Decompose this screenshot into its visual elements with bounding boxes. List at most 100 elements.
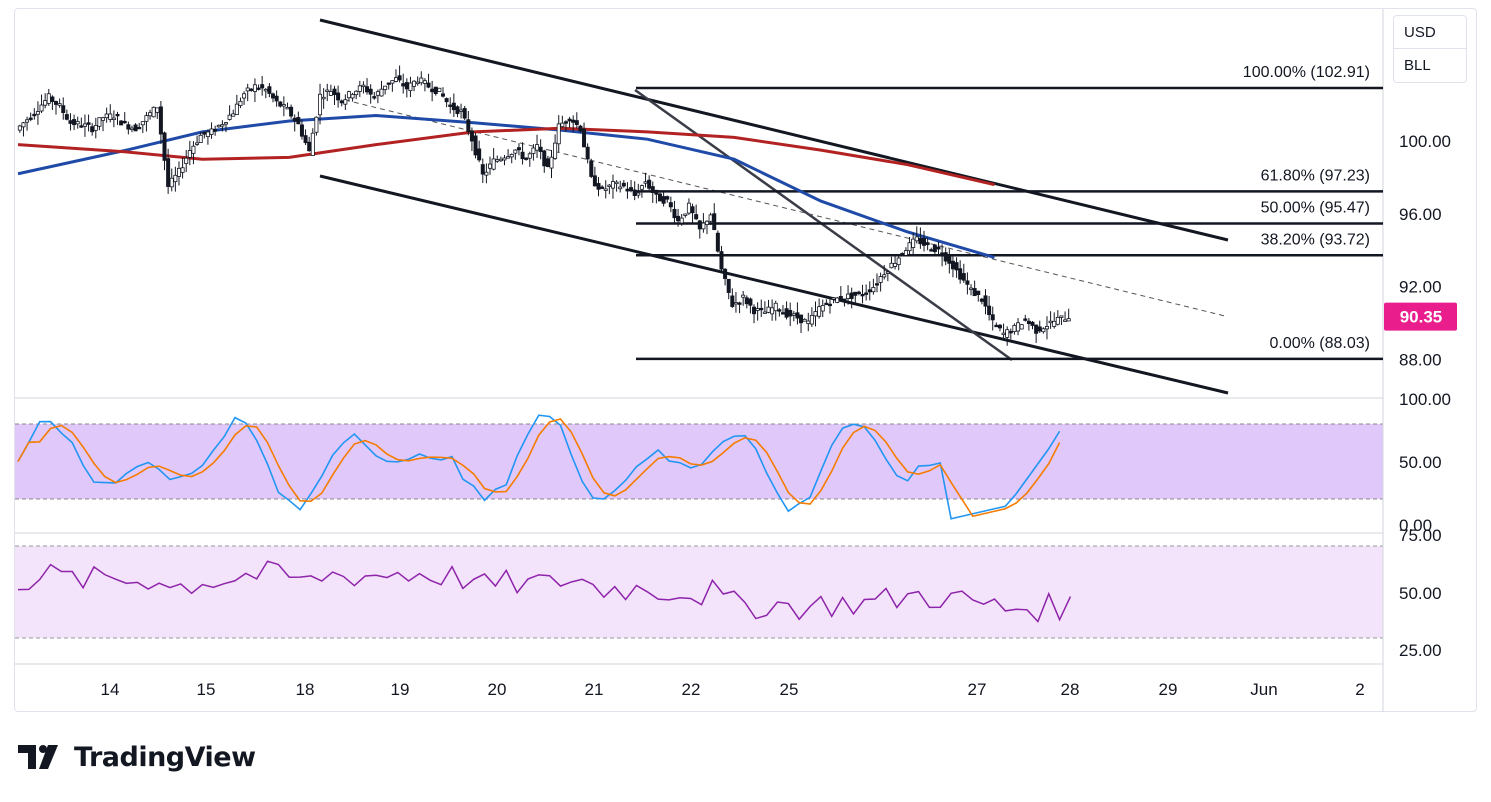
candle <box>169 177 174 188</box>
candle <box>43 100 48 106</box>
candle <box>1019 324 1024 330</box>
time-tick-label: 15 <box>197 680 216 699</box>
candle <box>292 117 297 122</box>
candle <box>940 252 945 257</box>
candle <box>162 132 167 161</box>
candle <box>365 86 370 93</box>
candle <box>321 96 326 100</box>
time-tick-label: Jun <box>1250 680 1277 699</box>
candle <box>473 135 478 156</box>
candle <box>806 320 811 324</box>
candle <box>596 183 601 190</box>
candle <box>1041 328 1046 333</box>
currency-label[interactable]: USD <box>1393 15 1467 49</box>
steep-trend-line <box>634 88 1013 362</box>
candle <box>911 238 916 248</box>
unit-label[interactable]: BLL <box>1393 49 1467 83</box>
candle <box>213 129 218 132</box>
candle <box>285 107 290 110</box>
candle <box>849 292 854 299</box>
candle <box>195 142 200 145</box>
time-tick-label: 19 <box>391 680 410 699</box>
candle <box>907 242 912 252</box>
candle <box>918 237 923 245</box>
candle <box>686 202 691 214</box>
candle <box>817 306 822 317</box>
candle <box>965 280 970 285</box>
candle <box>90 126 95 133</box>
candle <box>1052 320 1057 327</box>
candle <box>654 189 659 195</box>
candle <box>766 306 771 313</box>
candle <box>249 88 254 91</box>
candle <box>770 307 775 315</box>
candle <box>520 151 525 160</box>
candle <box>972 288 977 297</box>
candle <box>571 119 576 123</box>
candle <box>433 86 438 95</box>
candle <box>969 287 974 290</box>
rsi-tick-label: 25.00 <box>1399 641 1442 660</box>
candle <box>339 100 344 104</box>
candle <box>665 196 670 200</box>
candle <box>289 106 294 117</box>
candle <box>477 148 482 161</box>
candle <box>719 251 724 270</box>
candle <box>961 273 966 281</box>
candle <box>35 111 40 115</box>
candle <box>46 93 51 104</box>
stochastic-tick-label: 100.00 <box>1399 390 1451 409</box>
candle <box>1030 321 1035 326</box>
stochastic-k-line <box>17 414 1061 520</box>
candle <box>958 268 963 280</box>
candle <box>97 117 102 127</box>
candle <box>495 159 500 162</box>
candle <box>1023 318 1028 321</box>
candle <box>538 146 543 153</box>
candle <box>712 213 717 231</box>
stochastic-tick-label: 50.00 <box>1399 453 1442 472</box>
brand-logo[interactable]: TradingView <box>18 740 256 774</box>
candle <box>488 163 493 169</box>
candle <box>683 213 688 216</box>
candle <box>759 307 764 311</box>
candle <box>574 120 579 125</box>
candle <box>415 81 420 85</box>
candle <box>252 84 257 92</box>
candle <box>726 278 731 293</box>
candle <box>119 120 124 126</box>
candle <box>466 119 471 132</box>
candle <box>216 124 221 128</box>
candle <box>784 308 789 318</box>
candle <box>914 236 919 242</box>
candle <box>1005 329 1010 338</box>
candle <box>93 124 98 131</box>
candle <box>705 220 710 225</box>
candle <box>368 88 373 95</box>
candle <box>929 249 934 252</box>
candle <box>889 262 894 269</box>
candle <box>187 150 192 158</box>
candle <box>885 271 890 274</box>
candle <box>455 106 460 114</box>
candle <box>354 90 359 96</box>
candle <box>260 84 265 89</box>
price-tick-label: 96.00 <box>1399 205 1442 224</box>
candle <box>357 85 362 92</box>
candle <box>592 175 597 187</box>
candle <box>871 287 876 293</box>
time-tick-label: 20 <box>488 680 507 699</box>
current-price-badge <box>1384 302 1457 331</box>
candle <box>176 167 181 177</box>
candle <box>307 141 312 152</box>
candle <box>491 158 496 170</box>
candle <box>694 214 699 220</box>
candle <box>1034 324 1039 334</box>
tradingview-logo-icon <box>18 745 58 769</box>
candle <box>350 94 355 99</box>
candle <box>524 157 529 160</box>
candle <box>310 132 315 156</box>
candle <box>506 156 511 159</box>
channel-lower-line <box>319 174 1229 395</box>
